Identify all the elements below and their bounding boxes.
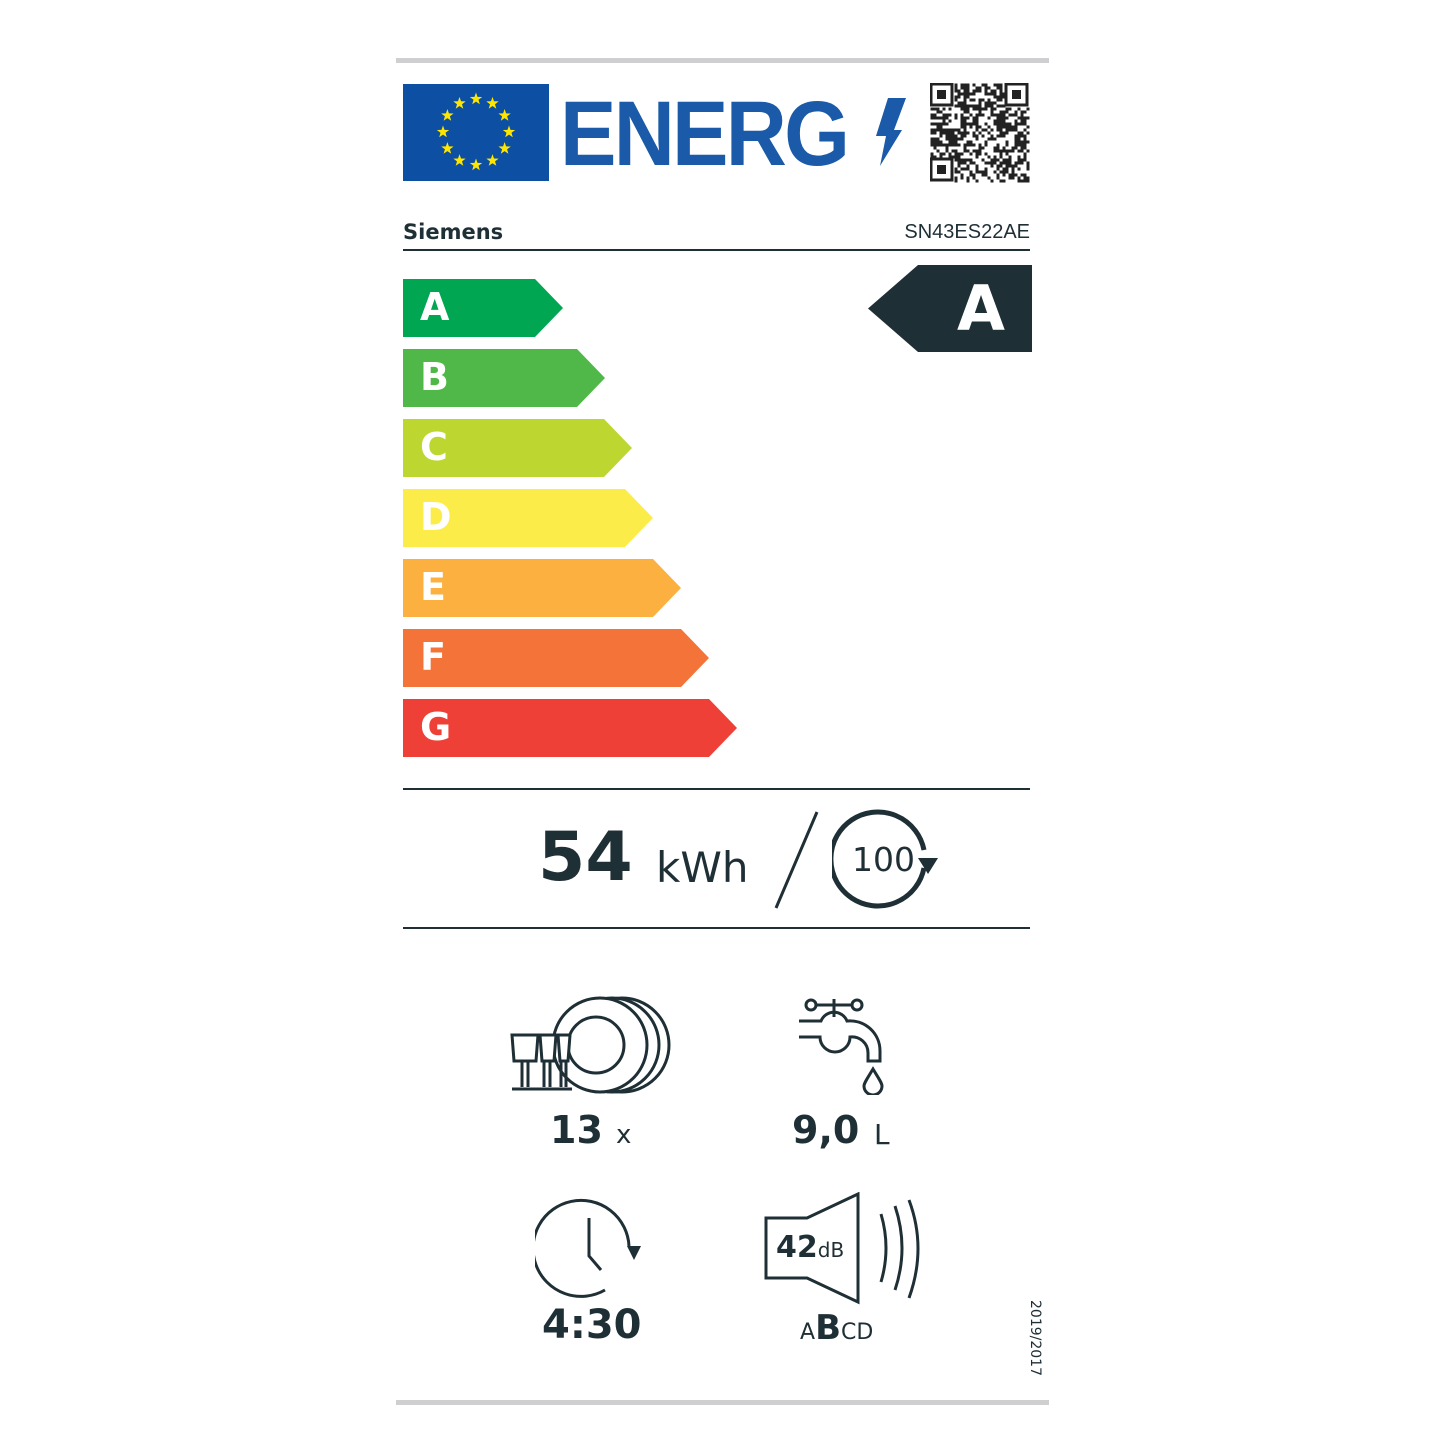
energy-class-bar-b: B — [403, 349, 605, 407]
regulation-number: 2019/2017 — [1027, 1300, 1043, 1376]
noise-class-cd: CD — [840, 1320, 874, 1345]
model-identifier: SN43ES22AE — [904, 221, 1030, 243]
place-settings-unit: x — [616, 1120, 632, 1150]
star-icon — [441, 109, 454, 121]
bottom-border — [396, 1400, 1049, 1405]
energy-class-label: E — [420, 565, 446, 609]
noise-class-a: A — [800, 1320, 816, 1345]
energy-class-label: B — [420, 355, 449, 399]
star-icon — [436, 125, 450, 138]
energy-class-label: C — [420, 425, 448, 469]
energy-value: 54 — [538, 818, 633, 897]
energy-class-label: A — [420, 285, 450, 329]
noise-speaker-icon — [764, 1192, 920, 1305]
star-icon — [469, 158, 483, 171]
energy-class-bar-a: A — [403, 279, 563, 337]
divider — [403, 788, 1030, 790]
energy-class-bar-g: G — [403, 699, 737, 757]
place-settings-value: 13 — [550, 1108, 603, 1152]
rating-arrow — [868, 265, 1032, 352]
eu-flag-icon — [403, 84, 549, 181]
energy-class-bar-e: E — [403, 559, 681, 617]
noise-class-scale: ABCD — [800, 1308, 873, 1348]
duration-value: 4:30 — [542, 1302, 642, 1348]
energy-class-bar-f: F — [403, 629, 709, 687]
star-icon — [441, 142, 454, 154]
slash-divider — [774, 811, 819, 909]
duration-clock-icon — [535, 1198, 641, 1298]
noise-value: 42 — [776, 1230, 818, 1265]
energy-class-bar-d: D — [403, 489, 653, 547]
star-icon — [498, 109, 511, 121]
water-value: 9,0 — [792, 1108, 860, 1152]
cycles-value: 100 — [852, 840, 915, 879]
energy-unit: kWh — [656, 843, 749, 892]
supplier-name: Siemens — [403, 220, 504, 244]
divider — [403, 249, 1030, 251]
noise-unit: dB — [817, 1238, 845, 1262]
qr-code — [930, 83, 1030, 183]
lightning-bolt-icon — [876, 98, 906, 166]
star-icon — [469, 92, 483, 105]
star-icon — [486, 154, 499, 166]
star-icon — [498, 142, 511, 154]
top-border — [396, 58, 1049, 63]
cycles-icon — [832, 809, 938, 909]
divider — [403, 927, 1030, 929]
star-icon — [453, 154, 466, 166]
star-icon — [453, 96, 466, 109]
star-icon — [486, 96, 499, 109]
energy-class-bar-c: C — [403, 419, 632, 477]
energy-class-label: G — [420, 705, 452, 749]
water-unit: L — [874, 1118, 890, 1151]
noise-value-group: 42dB — [776, 1230, 844, 1265]
energy-class-label: F — [420, 635, 446, 679]
noise-class-selected: B — [815, 1308, 841, 1348]
energy-logo-text: ENERG — [560, 83, 850, 185]
water-tap-icon — [799, 998, 884, 1095]
place-settings-icon — [510, 996, 671, 1094]
energy-class-label: D — [420, 495, 452, 539]
star-icon — [502, 125, 516, 138]
rating-class: A — [957, 272, 1005, 345]
